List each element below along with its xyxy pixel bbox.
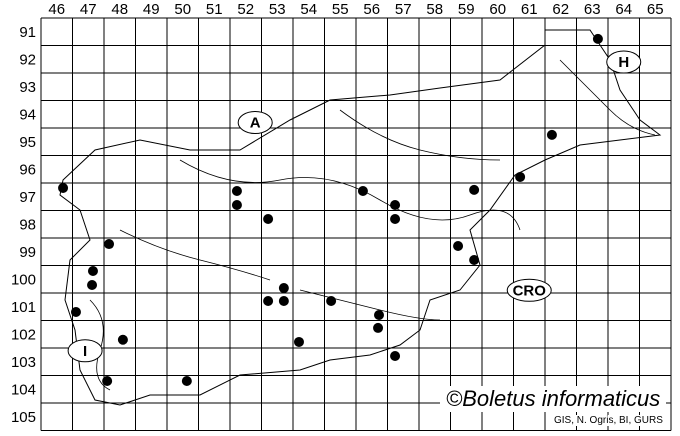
column-label: 56	[363, 1, 380, 18]
record-dot	[469, 184, 480, 195]
row-label: 94	[19, 106, 36, 123]
column-label: 52	[237, 1, 254, 18]
row-label: 98	[19, 216, 36, 233]
column-label: 63	[584, 1, 601, 18]
country-border	[59, 29, 662, 406]
row-label: 95	[19, 134, 36, 151]
column-label: 46	[48, 1, 65, 18]
record-dot	[293, 336, 304, 347]
source-text: GIS, N. Ogris, BI, GURS	[552, 415, 665, 426]
column-label: 58	[426, 1, 443, 18]
credit-text: ©Boletus informaticus	[440, 386, 667, 412]
record-dot	[102, 376, 113, 386]
column-label: 53	[269, 1, 286, 18]
column-label: 57	[395, 1, 412, 18]
column-label: 60	[489, 1, 506, 18]
record-dot	[263, 295, 274, 306]
record-dot	[546, 129, 557, 140]
rivers	[89, 59, 656, 391]
row-label: 100	[11, 271, 36, 288]
country-label-oval	[237, 111, 273, 134]
column-label: 61	[521, 1, 538, 18]
column-label: 55	[332, 1, 349, 18]
column-label: 62	[552, 1, 569, 18]
record-dot	[58, 182, 69, 193]
record-dot	[515, 171, 526, 182]
record-dot	[453, 240, 464, 251]
record-dot	[357, 185, 368, 196]
column-label: 48	[111, 1, 128, 18]
row-label: 102	[11, 326, 36, 343]
record-dot	[87, 266, 98, 276]
country-label-oval	[67, 339, 103, 363]
record-dot	[231, 185, 242, 196]
record-dot	[181, 376, 192, 386]
record-dot	[592, 33, 603, 44]
column-label: 54	[300, 1, 317, 18]
row-label: 97	[19, 189, 36, 206]
record-dot	[373, 322, 384, 333]
row-label: 96	[19, 161, 36, 178]
record-dot	[390, 350, 401, 361]
column-label: 65	[647, 1, 664, 18]
row-label: 104	[11, 381, 36, 398]
country-label: A	[250, 115, 261, 132]
grid	[40, 17, 672, 431]
column-label: 47	[80, 1, 97, 18]
record-dot	[278, 295, 289, 306]
row-label: 101	[11, 299, 36, 316]
row-label: 103	[11, 354, 36, 371]
column-label: 49	[143, 1, 160, 18]
record-dot	[278, 283, 289, 294]
country-label: H	[618, 54, 629, 71]
record-dot	[263, 214, 274, 225]
record-dot	[326, 295, 337, 306]
record-dot	[373, 310, 384, 320]
column-label: 50	[174, 1, 191, 18]
column-label: 51	[206, 1, 223, 18]
column-label: 64	[615, 1, 632, 18]
record-dot	[117, 334, 128, 345]
record-dot	[390, 200, 401, 210]
record-dot	[87, 280, 98, 291]
row-label: 105	[11, 409, 36, 426]
country-label: I	[83, 343, 87, 360]
country-label: CRO	[513, 282, 547, 299]
row-label: 99	[19, 244, 36, 261]
row-label: 92	[19, 51, 36, 68]
record-dot	[70, 306, 81, 317]
row-label: 91	[19, 24, 36, 41]
record-dot	[104, 239, 115, 250]
row-label: 93	[19, 79, 36, 96]
country-label-oval	[506, 278, 552, 302]
record-dot	[390, 214, 401, 225]
record-dot	[469, 255, 480, 265]
column-label: 59	[458, 1, 475, 18]
record-dot	[231, 200, 242, 210]
country-label-oval	[606, 50, 642, 74]
